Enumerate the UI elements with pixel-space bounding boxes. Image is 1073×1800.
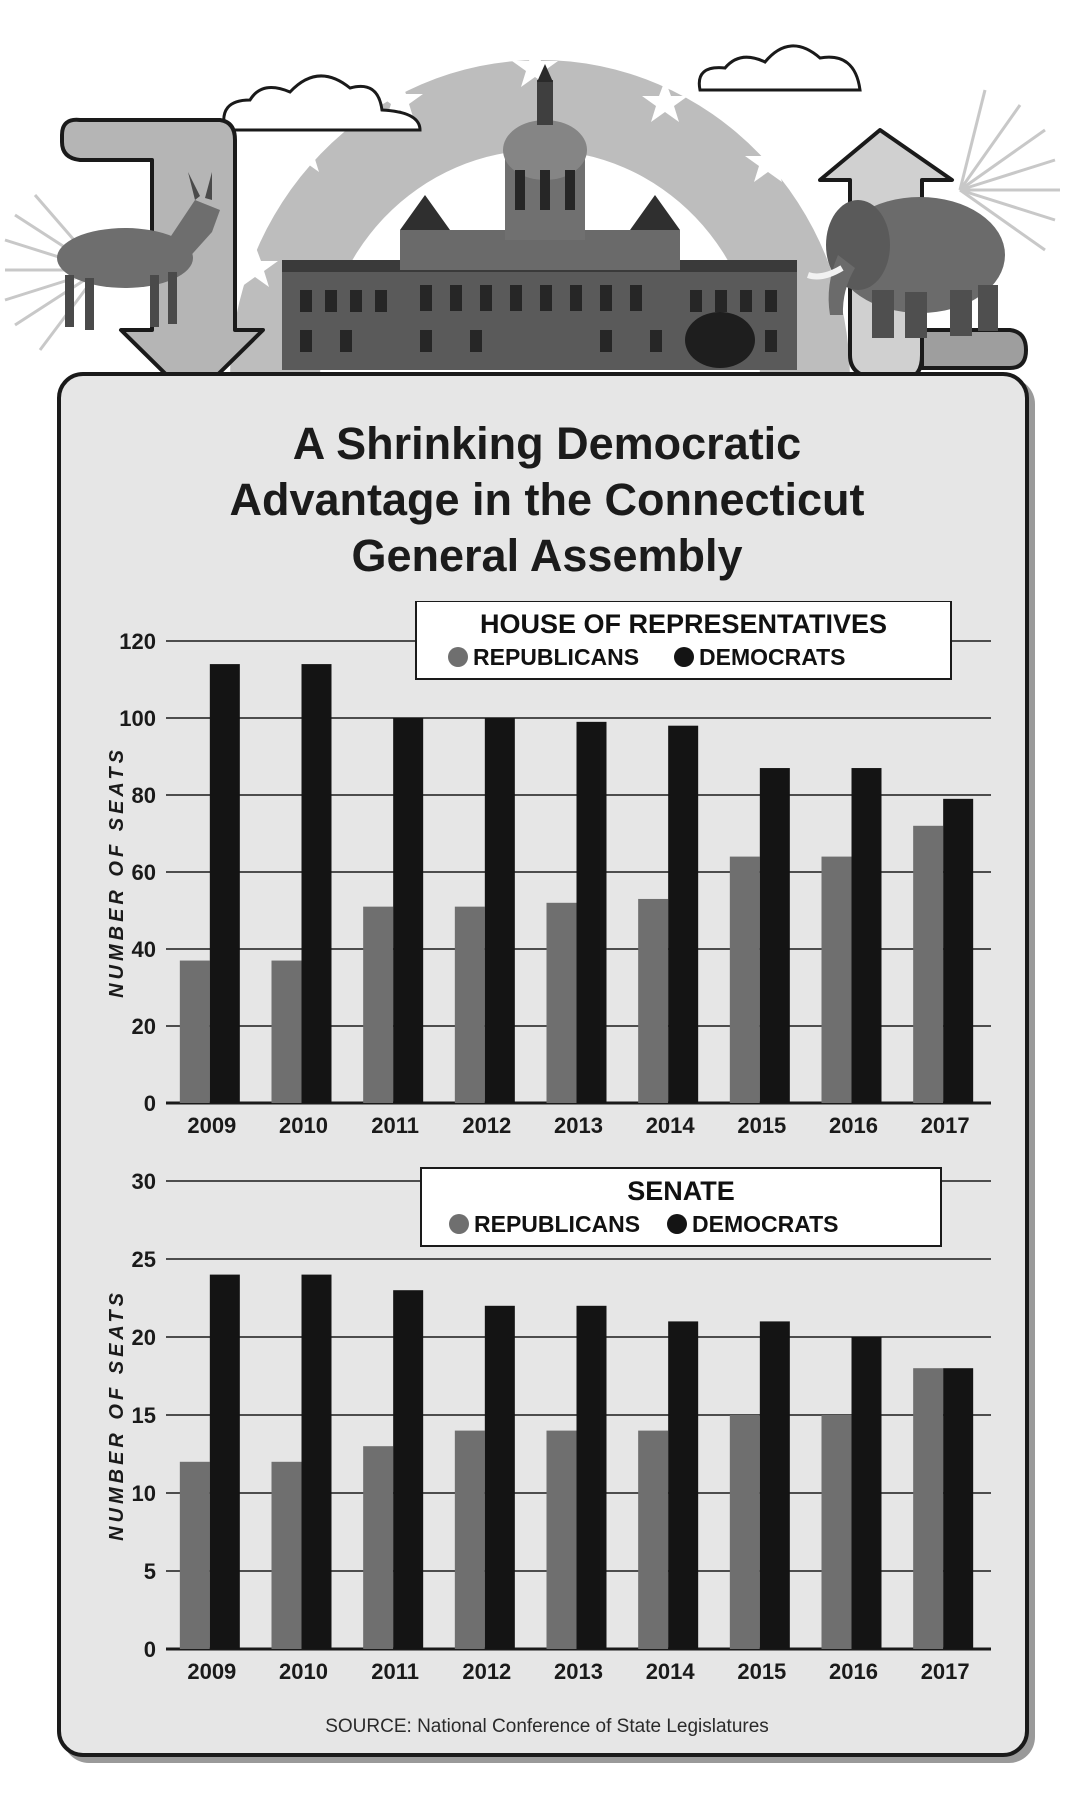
democrat-bar — [668, 725, 699, 1103]
republican-bar — [546, 902, 577, 1103]
page-title: A Shrinking Democratic Advantage in the … — [61, 416, 1033, 584]
senate-chart: 0 5 10 15 20 25 30 NUMBER OF SEATS 2009 2010 2011 2… — [106, 1167, 991, 1684]
sunburst-right-icon — [958, 89, 1060, 252]
legend-label: REPUBLICANS — [474, 1211, 640, 1237]
y-tick-label: 100 — [119, 706, 156, 731]
republican-bar — [729, 1415, 760, 1649]
democrat-bar — [393, 718, 424, 1103]
star-arc — [230, 60, 850, 380]
democrat-bar — [943, 798, 974, 1103]
democrat-bar — [943, 1368, 974, 1649]
y-tick-label: 40 — [132, 937, 156, 962]
star-icon — [232, 45, 791, 287]
y-tick-label: 5 — [144, 1559, 156, 1584]
y-tick-label: 60 — [132, 860, 156, 885]
republican-bar — [729, 856, 760, 1103]
y-tick-label: 20 — [132, 1325, 156, 1350]
legend-title: HOUSE OF REPRESENTATIVES — [480, 609, 887, 639]
title-line: Advantage in the Connecticut — [229, 474, 865, 525]
democrat-bar — [576, 1305, 607, 1649]
y-tick-label: 15 — [132, 1403, 156, 1428]
x-tick-label: 2012 — [462, 1659, 511, 1684]
democrat-bar — [759, 768, 790, 1103]
republican-bar — [179, 1461, 210, 1649]
capitol-building-icon — [282, 64, 797, 370]
republican-bar — [913, 825, 944, 1103]
democrat-bar — [301, 664, 332, 1103]
x-tick-label: 2010 — [279, 1659, 328, 1684]
x-tick-label: 2011 — [371, 1113, 419, 1138]
republican-bar — [454, 1430, 485, 1649]
x-tick-label: 2014 — [646, 1113, 696, 1138]
republican-bar — [363, 1446, 394, 1649]
democrat-bar — [851, 768, 882, 1103]
y-tick-label: 20 — [132, 1014, 156, 1039]
republican-bar — [913, 1368, 944, 1649]
republican-bar — [821, 856, 852, 1103]
source-note: SOURCE: National Conference of State Leg… — [325, 1716, 769, 1737]
title-line: A Shrinking Democratic — [292, 418, 802, 469]
democrats-legend-swatch — [667, 1214, 687, 1234]
y-tick-label: 0 — [144, 1637, 156, 1662]
republicans-legend-swatch — [449, 1214, 469, 1234]
legend-label: DEMOCRATS — [692, 1211, 839, 1237]
democrat-bar — [484, 718, 515, 1103]
y-tick-label: 25 — [132, 1247, 156, 1272]
x-tick-label: 2010 — [279, 1113, 328, 1138]
x-tick-label: 2016 — [829, 1659, 878, 1684]
republican-bar — [821, 1415, 852, 1649]
x-tick-label: 2017 — [921, 1659, 970, 1684]
x-tick-label: 2016 — [829, 1113, 878, 1138]
x-tick-label: 2009 — [187, 1659, 236, 1684]
x-tick-label: 2015 — [737, 1659, 786, 1684]
chart-panel: A Shrinking Democratic Advantage in the … — [57, 372, 1029, 1757]
y-axis-label: NUMBER OF SEATS — [106, 746, 128, 998]
house-chart: 0 20 40 60 80 100 120 NUMBER OF SEATS 2009 2010 20… — [106, 601, 991, 1138]
democrat-bar — [209, 1274, 240, 1649]
x-tick-label: 2012 — [462, 1113, 511, 1138]
elephant-icon — [806, 197, 1005, 338]
y-tick-label: 10 — [132, 1481, 156, 1506]
legend-label: REPUBLICANS — [473, 644, 639, 670]
legend-title: SENATE — [627, 1176, 735, 1206]
x-tick-label: 2015 — [737, 1113, 786, 1138]
democrat-bar — [301, 1274, 332, 1649]
democrat-bar — [576, 721, 607, 1103]
x-tick-label: 2009 — [187, 1113, 236, 1138]
republicans-legend-swatch — [448, 647, 468, 667]
republican-bar — [546, 1430, 577, 1649]
republican-bar — [271, 960, 302, 1103]
democrat-bar — [759, 1321, 790, 1649]
democrat-bar — [668, 1321, 699, 1649]
x-tick-label: 2014 — [646, 1659, 696, 1684]
x-tick-label: 2017 — [921, 1113, 970, 1138]
y-tick-label: 80 — [132, 783, 156, 808]
x-tick-label: 2013 — [554, 1659, 603, 1684]
democrat-bar — [209, 664, 240, 1103]
republican-bar — [638, 1430, 669, 1649]
y-tick-label: 30 — [132, 1169, 156, 1194]
republican-bar — [638, 898, 669, 1103]
democrat-bar — [851, 1337, 882, 1649]
y-tick-label: 0 — [144, 1091, 156, 1116]
y-tick-label: 120 — [119, 629, 156, 654]
x-tick-label: 2011 — [371, 1659, 419, 1684]
legend-label: DEMOCRATS — [699, 644, 846, 670]
cloud-icon — [222, 74, 422, 132]
x-tick-label: 2013 — [554, 1113, 603, 1138]
democrat-bar — [393, 1290, 424, 1649]
republican-bar — [179, 960, 210, 1103]
republican-bar — [271, 1461, 302, 1649]
y-axis-label: NUMBER OF SEATS — [106, 1289, 128, 1541]
donkey-icon — [57, 172, 220, 330]
republican-bar — [363, 906, 394, 1103]
header-illustration — [4, 44, 1060, 400]
democrats-legend-swatch — [674, 647, 694, 667]
democrat-bar — [484, 1305, 515, 1649]
republican-bar — [454, 906, 485, 1103]
title-line: General Assembly — [351, 530, 743, 581]
cloud-icon — [697, 44, 862, 92]
